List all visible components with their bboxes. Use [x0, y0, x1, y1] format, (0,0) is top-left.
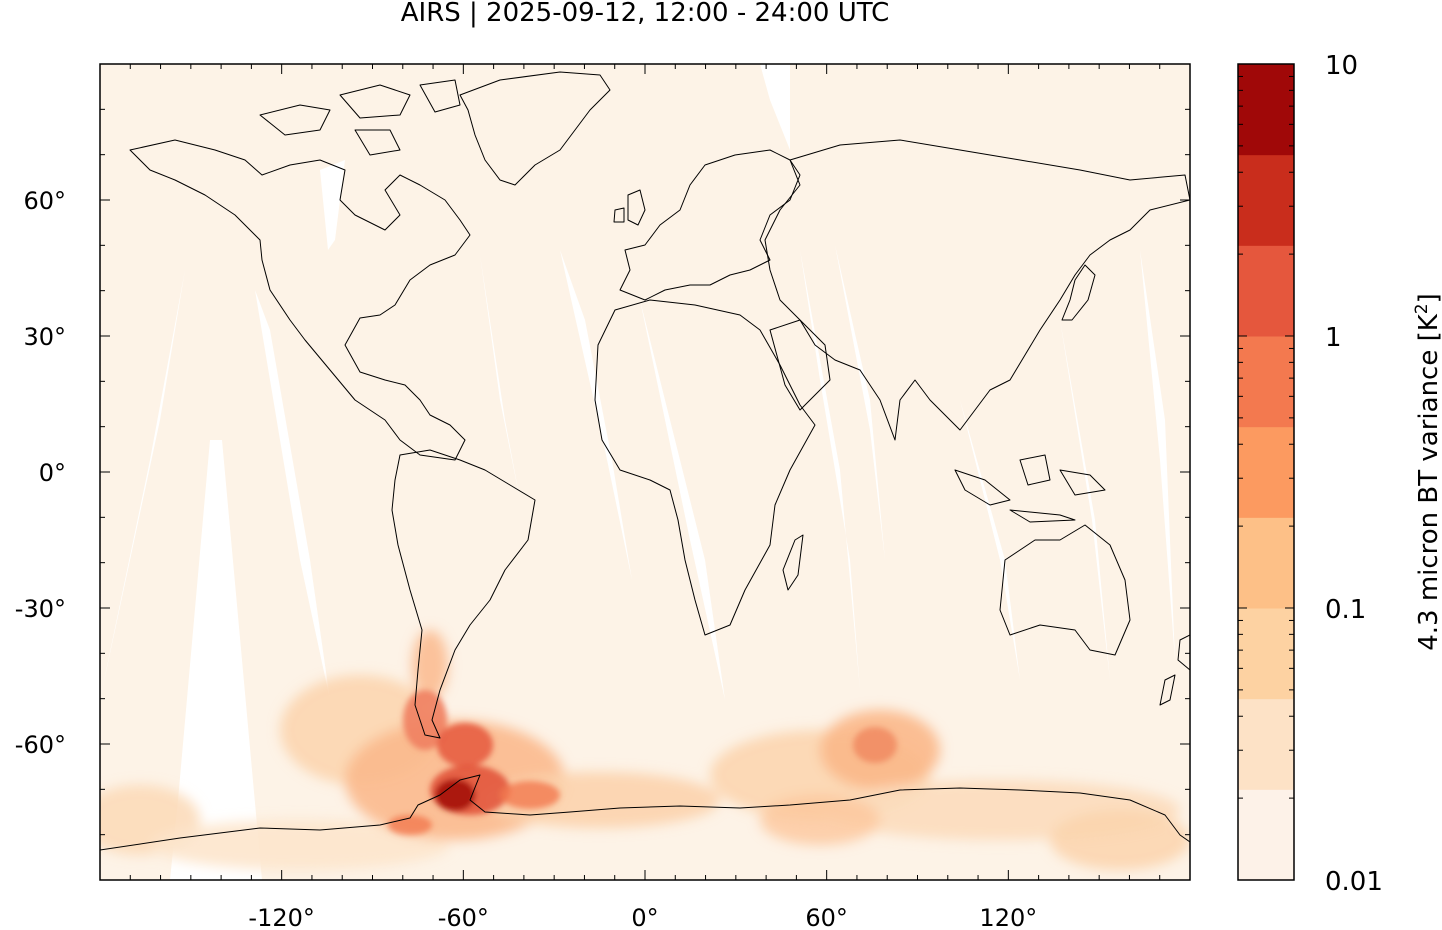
coastline-europe [619, 149, 801, 301]
variance-patch [500, 781, 560, 809]
y-tick-label: -30° [15, 595, 66, 623]
coastline-greenland [459, 71, 611, 186]
colorbar-label-end: ] [1414, 293, 1442, 303]
orbit-gap [320, 160, 345, 250]
coastline-south-america [391, 449, 536, 739]
colorbar-tick-label: 1 [1325, 323, 1342, 353]
x-tick-label: 60° [805, 904, 848, 930]
x-tick-label: 0° [631, 904, 658, 930]
variance-patch [388, 815, 432, 835]
orbit-gap [760, 64, 790, 150]
colorbar-label-sup: 2 [1412, 303, 1432, 314]
y-tick-label: -60° [15, 731, 66, 759]
colorbar-segment [1238, 698, 1294, 790]
y-tick-label: 0° [39, 459, 66, 487]
map-title: AIRS | 2025-09-12, 12:00 - 24:00 UTC [400, 0, 890, 28]
x-tick-label: 120° [979, 904, 1037, 930]
colorbar-segment [1238, 608, 1294, 700]
coastline-new-zealand [1159, 634, 1190, 706]
colorbar-label: 4.3 micron BT variance [K2] [1412, 293, 1442, 651]
variance-patch [760, 795, 880, 845]
colorbar-label-main: 4.3 micron BT variance [K [1414, 313, 1442, 651]
colorbar-tick-label: 0.01 [1325, 867, 1383, 897]
colorbar-segment [1238, 336, 1294, 428]
colorbar-ticks: 10 1 0.1 0.01 [1238, 51, 1383, 897]
variance-patch [853, 727, 897, 763]
variance-background [100, 64, 1190, 880]
map-plot [100, 64, 1190, 880]
coastline-madagascar [782, 534, 804, 591]
x-tick-label: -60° [438, 904, 489, 930]
coastline-indonesia [954, 454, 1106, 523]
coastline-antarctica [100, 774, 1190, 851]
variance-patch [435, 779, 475, 811]
orbit-gap [170, 440, 262, 880]
coastline-north-america [129, 139, 471, 461]
colorbar [1238, 64, 1294, 881]
colorbar-tick-label: 0.1 [1325, 595, 1366, 625]
colorbar-segment [1238, 426, 1294, 518]
colorbar-segment [1238, 789, 1294, 881]
colorbar-segment [1238, 154, 1294, 246]
variance-patch [1050, 810, 1190, 870]
orbit-gap [640, 300, 725, 700]
coastlines [100, 71, 1190, 851]
coastline-arabia [769, 319, 831, 411]
coastline-africa [594, 299, 816, 636]
colorbar-segment [1238, 517, 1294, 609]
coastline-japan [1061, 264, 1096, 321]
y-tick-label: 30° [23, 323, 66, 351]
coastline-british-isles [613, 189, 646, 226]
orbit-gaps [100, 64, 1175, 880]
variance-patch [412, 630, 448, 700]
colorbar-segment [1238, 245, 1294, 337]
x-tick-label: -120° [248, 904, 314, 930]
orbit-gap [255, 290, 330, 700]
variance-patch [437, 723, 493, 767]
variance-patches [100, 630, 1190, 870]
map-ticks [99, 63, 1191, 881]
colorbar-tick-label: 10 [1325, 51, 1358, 81]
colorbar-frame [1237, 63, 1295, 881]
coastline-australia [999, 524, 1131, 656]
y-tick-label: 60° [23, 187, 66, 215]
map-tick-labels: -120° -60° 0° 60° 120° 60° 30° 0° -30° -60° [15, 187, 1037, 930]
colorbar-segment [1238, 64, 1294, 156]
coastline-arctic-islands [259, 79, 461, 156]
